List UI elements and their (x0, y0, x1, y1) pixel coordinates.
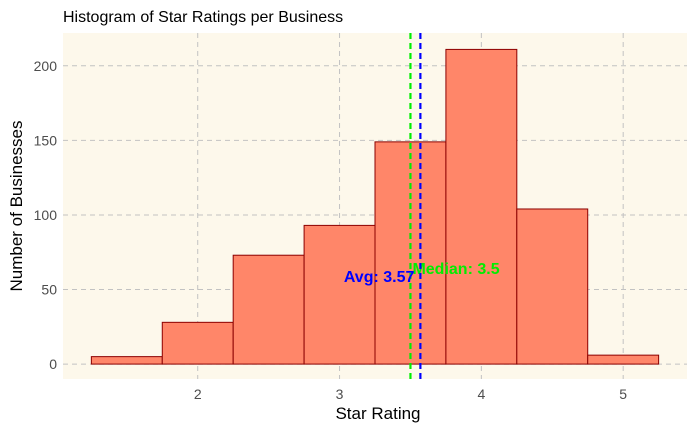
histogram-bar (232, 254, 305, 365)
histogram-bar (90, 356, 163, 365)
histogram-bar (587, 354, 660, 365)
y-tick-label: 0 (49, 356, 57, 372)
y-axis-title: Number of Businesses (7, 120, 26, 291)
x-tick-label: 5 (619, 386, 627, 402)
x-tick-label: 3 (336, 386, 344, 402)
x-tick-label: 2 (194, 386, 202, 402)
histogram-bar (445, 48, 518, 365)
histogram-bar (161, 321, 234, 365)
histogram-bar (303, 224, 376, 365)
x-axis-title: Star Rating (335, 404, 420, 423)
histogram-bar (516, 208, 589, 365)
y-tick-label: 100 (34, 207, 58, 223)
chart-title: Histogram of Star Ratings per Business (63, 9, 343, 26)
mean-label: Avg: 3.57 (344, 269, 415, 286)
median-label: Median: 3.5 (412, 261, 499, 278)
y-tick-label: 200 (34, 58, 58, 74)
y-tick-label: 150 (34, 132, 58, 148)
y-tick-label: 50 (41, 282, 57, 298)
x-tick-label: 4 (477, 386, 485, 402)
